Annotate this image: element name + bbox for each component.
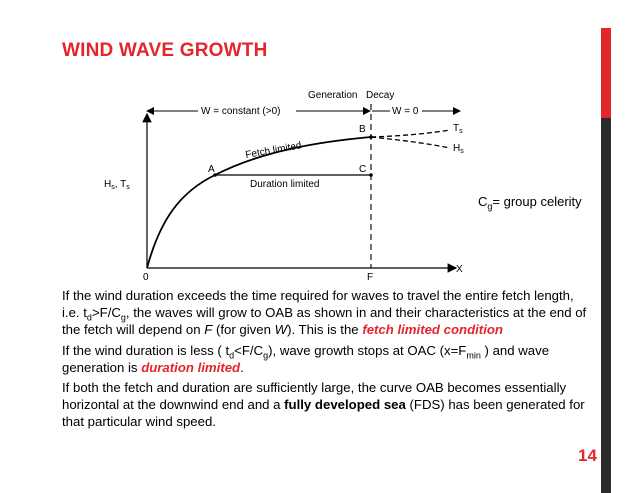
label-y-axis: Hs, Ts bbox=[104, 179, 130, 191]
label-origin: 0 bbox=[143, 272, 149, 283]
page-number: 14 bbox=[578, 446, 597, 465]
slide-title: WIND WAVE GROWTH bbox=[62, 40, 268, 61]
label-decay: Decay bbox=[366, 90, 394, 101]
label-x-axis: X bbox=[456, 264, 463, 275]
highlight-fetch-limited: fetch limited condition bbox=[362, 322, 503, 337]
highlight-duration-limited: duration limited bbox=[141, 359, 241, 375]
label-generation: Generation bbox=[308, 90, 357, 101]
wave-growth-diagram: Generation Decay W = constant (>0) W = 0… bbox=[104, 90, 464, 283]
body-text: If the wind duration exceeds the time re… bbox=[62, 287, 592, 434]
label-point-c: C bbox=[359, 164, 366, 175]
label-fetch-limited: Fetch limited bbox=[245, 140, 303, 161]
label-f: F bbox=[367, 272, 373, 283]
accent-bar-red bbox=[601, 28, 611, 118]
point-a-dot bbox=[213, 173, 217, 177]
label-duration-limited: Duration limited bbox=[250, 179, 319, 190]
label-w-zero: W = 0 bbox=[392, 106, 419, 117]
paragraph-fetch-limited: If the wind duration exceeds the time re… bbox=[62, 288, 587, 337]
paragraph-fully-developed: If both the fetch and duration are suffi… bbox=[62, 380, 585, 429]
label-point-b: B bbox=[359, 124, 366, 135]
accent-bar-dark bbox=[601, 118, 611, 493]
label-w-constant: W = constant (>0) bbox=[201, 106, 280, 117]
label-point-a: A bbox=[208, 164, 215, 175]
paragraph-duration-limited: If the wind duration is less ( td<F/Cg),… bbox=[62, 342, 550, 375]
point-c-dot bbox=[369, 173, 373, 177]
label-hs: Hs bbox=[453, 143, 464, 155]
decay-hs-curve bbox=[370, 136, 451, 149]
group-celerity-note: Cg= group celerity bbox=[478, 194, 582, 212]
decay-ts-curve bbox=[370, 129, 451, 138]
highlight-fds: fully developed sea bbox=[284, 397, 406, 412]
label-ts: Ts bbox=[453, 123, 463, 135]
